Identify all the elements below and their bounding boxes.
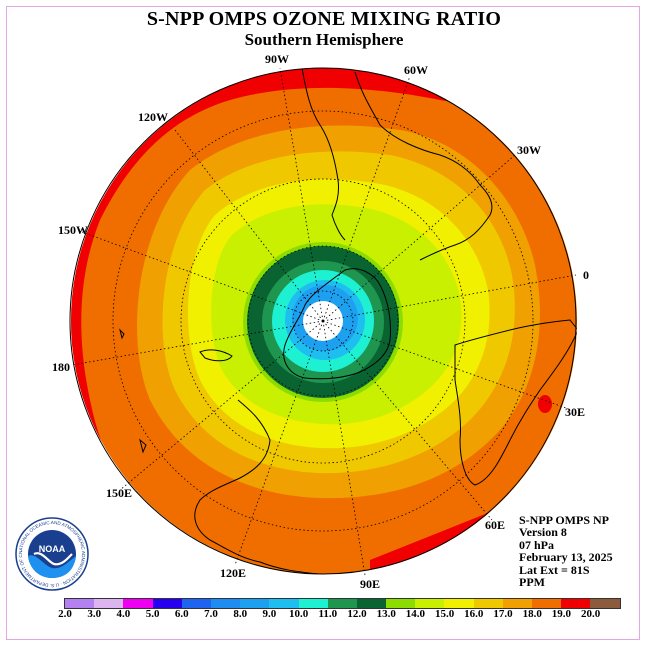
colorbar-swatch — [415, 599, 445, 608]
colorbar-swatch — [123, 599, 153, 608]
lon-label-90w: 90W — [265, 52, 289, 66]
lon-label-30w: 30W — [517, 143, 541, 157]
lon-label-60e: 60E — [485, 518, 506, 532]
colorbar-swatch — [386, 599, 416, 608]
info-panel: S-NPP OMPS NP Version 8 07 hPa February … — [519, 513, 613, 590]
colorbar-swatch — [356, 599, 387, 608]
colorbar-tick-label: 19.0 — [551, 608, 572, 620]
colorbar-tick-label: 16.0 — [464, 608, 484, 620]
colorbar-tick-label: 12.0 — [347, 608, 367, 620]
info-date: February 13, 2025 — [519, 550, 613, 565]
map-subtitle: Southern Hemisphere — [244, 30, 404, 49]
lon-label-150e: 150E — [106, 486, 133, 500]
graticule — [71, 67, 577, 576]
colorbar-swatch — [327, 599, 357, 608]
colorbar-swatch — [94, 599, 124, 608]
colorbar-tick-label: 10.0 — [288, 608, 309, 620]
colorbar-tick-label: 2.0 — [58, 608, 72, 620]
colorbar-tick-label: 17.0 — [493, 608, 513, 620]
colorbar-tick-label: 6.0 — [174, 608, 189, 620]
colorbar-tick-label: 4.0 — [116, 608, 131, 620]
lon-label-60w: 60W — [404, 63, 428, 77]
lon-label-120w: 120W — [138, 110, 168, 124]
colorbar-tick-label: 8.0 — [233, 608, 248, 620]
lon-label-0: 0 — [583, 268, 589, 282]
colorbar-swatch — [181, 599, 211, 608]
coastlines — [119, 68, 577, 574]
map-title: S-NPP OMPS OZONE MIXING RATIO — [146, 8, 502, 30]
map-boundary — [69, 67, 577, 575]
colorbar-tick-label: 13.0 — [376, 608, 396, 620]
colorbar-swatch — [152, 599, 182, 608]
colorbar-tick-label: 15.0 — [434, 608, 455, 620]
colorbar-tick-label: 9.0 — [262, 608, 277, 620]
colorbar-swatch — [532, 599, 562, 608]
colorbar-tick-label: 20.0 — [580, 608, 601, 620]
colorbar-swatch — [561, 599, 591, 608]
svg-text:NOAA: NOAA — [39, 544, 66, 554]
colorbar-tick-label: 14.0 — [405, 608, 426, 620]
lon-label-90e: 90E — [360, 577, 381, 591]
colorbar-tick-label: 7.0 — [204, 608, 218, 620]
info-units: PPM — [519, 575, 545, 590]
colorbar-swatch — [269, 599, 299, 608]
colorbar-tick-label: 5.0 — [145, 608, 160, 620]
colorbar-swatch — [298, 599, 328, 608]
lon-label-120e: 120E — [220, 566, 247, 580]
colorbar-swatch — [65, 599, 95, 608]
colorbar-swatch — [444, 599, 474, 608]
lon-label-30e: 30E — [565, 405, 586, 419]
colorbar-swatch — [590, 599, 620, 608]
info-version: Version 8 — [519, 525, 567, 540]
noaa-logo: NATIONAL OCEANIC AND ATMOSPHERIC ADMINIS… — [14, 516, 89, 591]
info-level: 07 hPa — [519, 537, 555, 552]
lon-label-150w: 150W — [58, 223, 88, 237]
colorbar — [64, 598, 621, 609]
info-lat-ext: Lat Ext = 81S — [519, 562, 590, 577]
colorbar-tick-label: 3.0 — [87, 608, 102, 620]
colorbar-swatch — [473, 599, 503, 608]
plot-frame — [6, 6, 640, 640]
colorbar-swatch — [210, 599, 241, 608]
lon-label-180: 180 — [52, 360, 70, 374]
colorbar-tick-label: 18.0 — [522, 608, 542, 620]
colorbar-swatch — [502, 599, 532, 608]
info-instrument: S-NPP OMPS NP — [519, 513, 609, 527]
colorbar-swatch — [240, 599, 270, 608]
colorbar-tick-label: 11.0 — [318, 608, 338, 620]
